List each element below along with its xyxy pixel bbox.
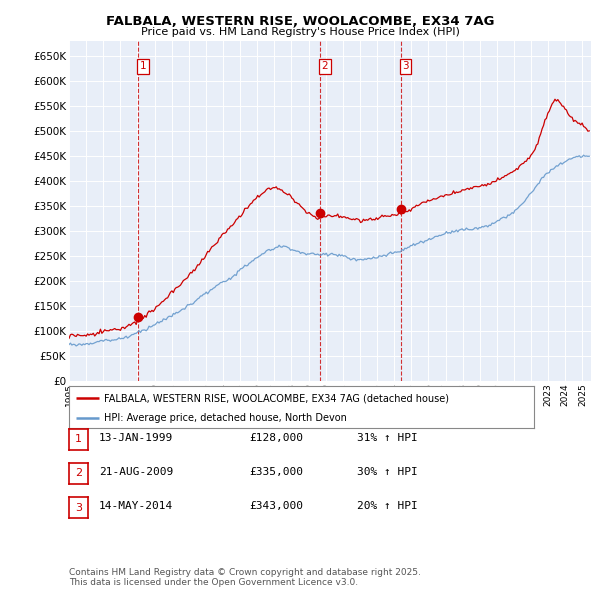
Text: £128,000: £128,000 [249,433,303,442]
Text: 3: 3 [75,503,82,513]
Text: FALBALA, WESTERN RISE, WOOLACOMBE, EX34 7AG: FALBALA, WESTERN RISE, WOOLACOMBE, EX34 … [106,15,494,28]
Text: 2: 2 [75,468,82,478]
Text: Price paid vs. HM Land Registry's House Price Index (HPI): Price paid vs. HM Land Registry's House … [140,27,460,37]
Text: FALBALA, WESTERN RISE, WOOLACOMBE, EX34 7AG (detached house): FALBALA, WESTERN RISE, WOOLACOMBE, EX34 … [104,393,449,403]
Text: Contains HM Land Registry data © Crown copyright and database right 2025.
This d: Contains HM Land Registry data © Crown c… [69,568,421,587]
Text: 2: 2 [321,61,328,71]
Text: 14-MAY-2014: 14-MAY-2014 [99,502,173,511]
Text: 20% ↑ HPI: 20% ↑ HPI [357,502,418,511]
Text: 21-AUG-2009: 21-AUG-2009 [99,467,173,477]
Text: 1: 1 [140,61,146,71]
Text: 3: 3 [402,61,409,71]
Text: 31% ↑ HPI: 31% ↑ HPI [357,433,418,442]
Text: 1: 1 [75,434,82,444]
Text: HPI: Average price, detached house, North Devon: HPI: Average price, detached house, Nort… [104,413,347,423]
Text: 13-JAN-1999: 13-JAN-1999 [99,433,173,442]
Text: 30% ↑ HPI: 30% ↑ HPI [357,467,418,477]
Text: £335,000: £335,000 [249,467,303,477]
Text: £343,000: £343,000 [249,502,303,511]
